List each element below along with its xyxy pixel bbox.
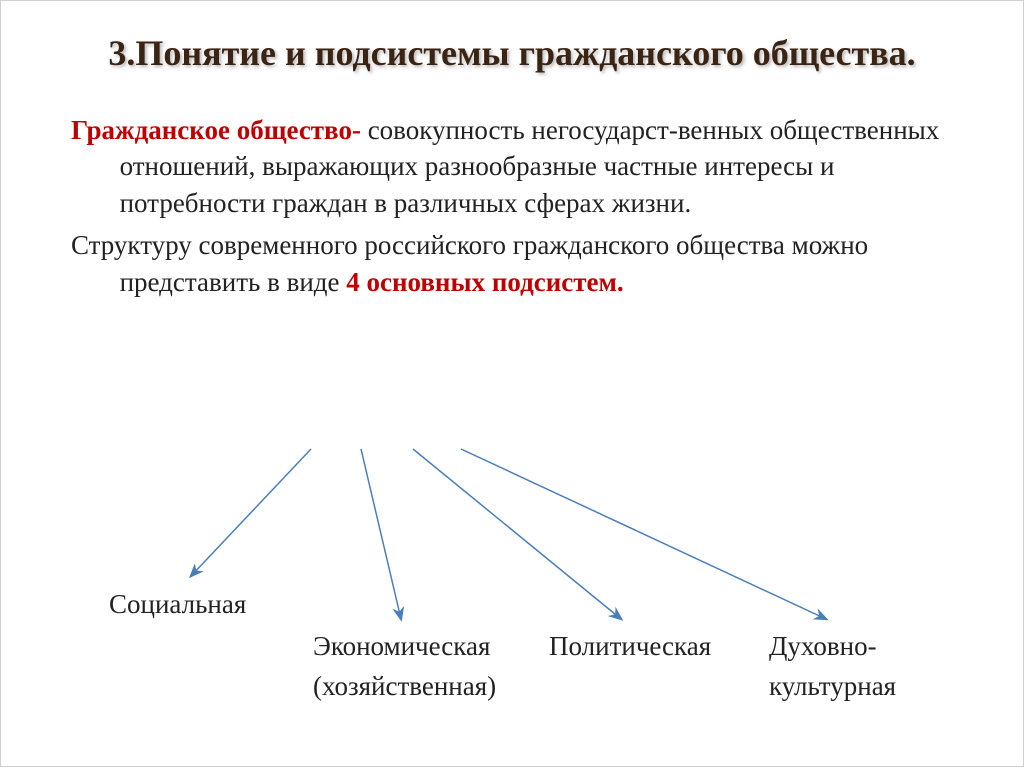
label-political: Политическая [549, 631, 711, 662]
slide: 3.Понятие и подсистемы гражданского обще… [1, 1, 1023, 766]
label-economic: Экономическая [313, 631, 490, 662]
body-text: Гражданское общество- совокупность негос… [71, 112, 953, 300]
label-spiritual-a: Духовно- [769, 631, 877, 662]
label-economic-sub: (хозяйственная) [313, 671, 496, 702]
arrow-4 [461, 449, 826, 619]
paragraph-2: Структуру современного российского гражд… [71, 227, 953, 300]
slide-title: 3.Понятие и подсистемы гражданского обще… [71, 31, 953, 76]
label-social: Социальная [109, 589, 246, 620]
arrow-group [191, 449, 826, 619]
label-spiritual-b: культурная [769, 671, 896, 702]
arrow-3 [413, 449, 621, 619]
paragraph-1: Гражданское общество- совокупность негос… [71, 112, 953, 221]
count-highlight: 4 основных подсистем. [346, 267, 623, 297]
arrow-2 [361, 449, 401, 619]
term-highlight: Гражданское общество- [71, 115, 361, 145]
arrow-1 [191, 449, 311, 576]
